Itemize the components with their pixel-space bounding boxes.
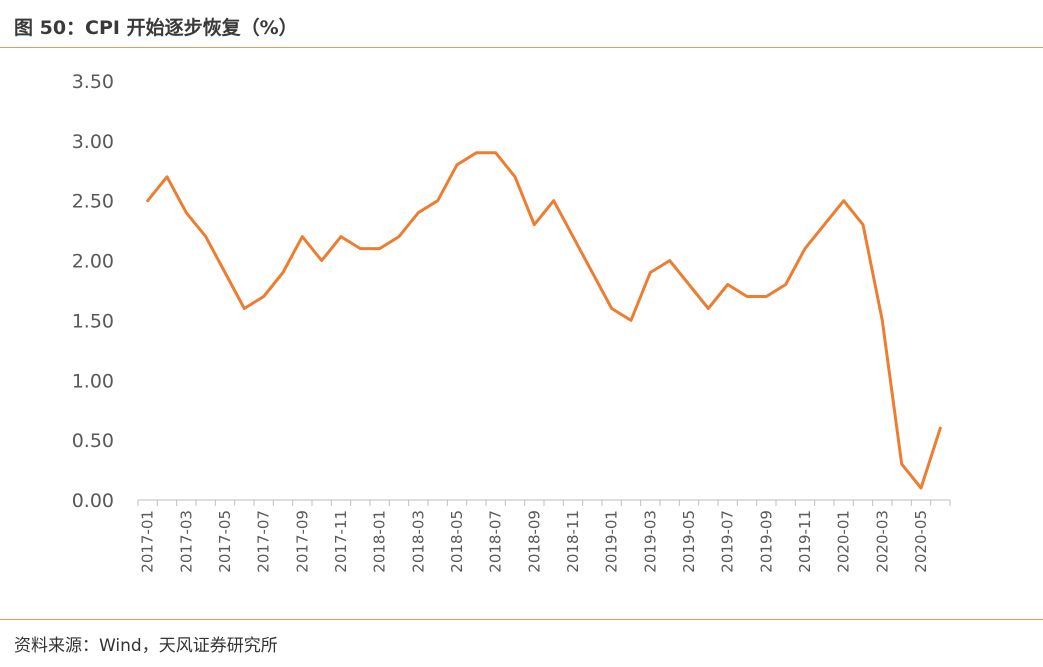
x-axis-ticks: 2017-01 2017-03 2017-05 2017-07 2017-09 2017-…: [139, 510, 930, 573]
top-divider: [0, 47, 1043, 48]
y-tick-label: 1.50: [72, 310, 114, 332]
y-tick-label: 1.00: [72, 370, 114, 392]
x-tick-label: 2017-01: [139, 510, 157, 573]
cpi-series-line: [146, 151, 942, 490]
x-tick-label: 2020-05: [912, 510, 930, 573]
y-tick-label: 2.50: [72, 191, 114, 213]
x-tick-label: 2019-07: [719, 510, 737, 573]
cpi-line-chart: 0.00 0.50 1.00 1.50 2.00 2.50 3.00 3.50 2017-01…: [72, 71, 951, 573]
x-tick-label: 2017-07: [255, 510, 273, 573]
y-tick-label: 2.00: [72, 251, 114, 273]
x-tick-label: 2020-03: [873, 510, 891, 573]
y-tick-label: 0.00: [72, 490, 114, 512]
source-note: 资料来源：Wind，天风证券研究所: [14, 636, 278, 656]
x-tick-label: 2017-03: [177, 510, 195, 573]
x-tick-label: 2018-07: [487, 510, 505, 573]
x-tick-label: 2018-11: [564, 510, 582, 573]
x-tick-label: 2018-09: [525, 510, 543, 573]
y-axis-ticks: 0.00 0.50 1.00 1.50 2.00 2.50 3.00 3.50: [72, 71, 114, 512]
x-tick-label: 2019-01: [603, 510, 621, 573]
x-tick-label: 2017-05: [216, 510, 234, 573]
x-tick-label: 2017-11: [332, 510, 350, 573]
x-tick-label: 2018-05: [448, 510, 466, 573]
x-tick-label: 2017-09: [293, 510, 311, 573]
series-layer: [146, 151, 942, 490]
x-tick-label: 2019-03: [641, 510, 659, 573]
x-tick-label: 2020-01: [835, 510, 853, 573]
x-tick-label: 2019-11: [796, 510, 814, 573]
x-tick-label: 2019-09: [757, 510, 775, 573]
x-tick-label: 2018-03: [409, 510, 427, 573]
y-tick-label: 0.50: [72, 430, 114, 452]
y-tick-label: 3.00: [72, 131, 114, 153]
x-tick-label: 2019-05: [680, 510, 698, 573]
x-tick-label: 2018-01: [371, 510, 389, 573]
chart-title: 图 50：CPI 开始逐步恢复（%）: [14, 17, 298, 39]
axes: [137, 499, 951, 506]
bottom-divider: [0, 619, 1043, 620]
y-tick-label: 3.50: [72, 71, 114, 93]
